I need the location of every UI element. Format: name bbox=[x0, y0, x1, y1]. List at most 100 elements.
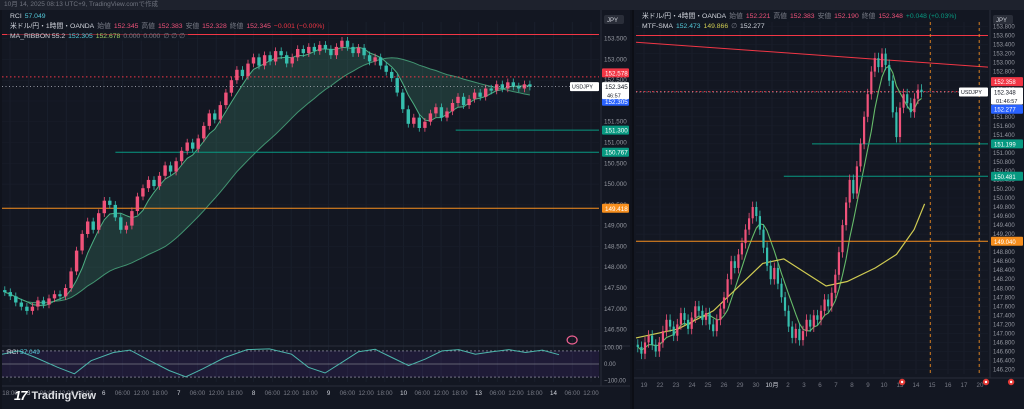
legend-row-mtf-sma[interactable]: MTF-SMA 152.473 149.866 ∅ 152.277 bbox=[639, 22, 768, 31]
high-value: 152.383 bbox=[157, 23, 183, 30]
svg-text:46:57: 46:57 bbox=[607, 94, 621, 100]
svg-text:149.400: 149.400 bbox=[993, 223, 1015, 229]
svg-text:12:00: 12:00 bbox=[58, 390, 74, 397]
legend-4h: 米ドル/円・4時間・OANDA 始値 152.221 高値 152.383 安値 15… bbox=[639, 12, 960, 32]
price-axis-label: 152.578 bbox=[602, 68, 629, 78]
price-axis[interactable]: JPY 146.200 146.400 146.600 146.800 147.000 14… bbox=[959, 10, 1023, 378]
price-axis-label: 149.418 bbox=[602, 203, 629, 213]
svg-text:148.500: 148.500 bbox=[604, 243, 627, 250]
svg-text:149.418: 149.418 bbox=[605, 206, 628, 213]
svg-text:6: 6 bbox=[102, 390, 106, 397]
high-value: 152.383 bbox=[789, 13, 815, 20]
svg-text:18:00: 18:00 bbox=[77, 390, 93, 397]
svg-text:149.000: 149.000 bbox=[604, 223, 627, 230]
svg-text:JPY: JPY bbox=[996, 18, 1007, 24]
svg-text:146.500: 146.500 bbox=[604, 327, 627, 334]
price-axis-label: 152.358 bbox=[991, 77, 1023, 87]
chart-canvas-4h[interactable]: JPY 146.200 146.400 146.600 146.800 147.000 14… bbox=[634, 10, 1024, 409]
svg-text:153.800: 153.800 bbox=[993, 25, 1015, 31]
open-value: 152.345 bbox=[113, 23, 139, 30]
svg-text:25: 25 bbox=[705, 382, 712, 389]
legend-row-symbol[interactable]: 米ドル/円・1時間・OANDA 始値 152.345 高値 152.383 安値 15… bbox=[7, 22, 328, 31]
legend-row-ma-ribbon[interactable]: MA_RIBBON 55.2 152.305 152.678 0.000 0.000 ∅… bbox=[7, 32, 188, 41]
mtf-sma-fast-line bbox=[637, 65, 922, 352]
svg-text:USDJPY: USDJPY bbox=[572, 85, 593, 91]
change-value: +0.048 (+0.03%) bbox=[905, 13, 957, 20]
svg-text:152.305: 152.305 bbox=[605, 99, 628, 106]
svg-text:151.000: 151.000 bbox=[993, 151, 1015, 157]
symbol-title: 米ドル/円・4時間・OANDA bbox=[642, 13, 727, 20]
close-value: 152.348 bbox=[878, 13, 903, 20]
legend-1h: RCI 57.049 米ドル/円・1時間・OANDA 始値 152.345 高値 1… bbox=[7, 12, 328, 42]
svg-text:−100.00: −100.00 bbox=[604, 378, 627, 384]
legend-row-symbol[interactable]: 米ドル/円・4時間・OANDA 始値 152.221 高値 152.383 安値 15… bbox=[639, 12, 960, 21]
chart-panel-1h[interactable]: 100.00 0.00 −100.00 RCI 57.049 JPY 146.500 147… bbox=[2, 10, 630, 409]
svg-text:18:00: 18:00 bbox=[527, 390, 543, 397]
svg-text:147.400: 147.400 bbox=[993, 313, 1015, 319]
svg-text:153.600: 153.600 bbox=[993, 34, 1015, 40]
svg-text:18:00: 18:00 bbox=[152, 390, 168, 397]
svg-text:18:00: 18:00 bbox=[227, 390, 243, 397]
time-axis[interactable]: 18:00 3 06:00 12:00 18:00 6 06:00 12:00 18:00 7 06… bbox=[2, 385, 630, 397]
pink-ellipse-drawing bbox=[566, 335, 578, 345]
svg-text:17: 17 bbox=[961, 382, 968, 389]
svg-text:15: 15 bbox=[929, 382, 936, 389]
svg-text:153.000: 153.000 bbox=[604, 56, 627, 63]
indicator-value: 152.305 bbox=[68, 33, 93, 40]
svg-text:12:00: 12:00 bbox=[208, 390, 224, 397]
indicator-value: ∅ bbox=[731, 23, 738, 30]
svg-text:153.000: 153.000 bbox=[993, 61, 1015, 67]
svg-text:12:00: 12:00 bbox=[433, 390, 449, 397]
svg-text:06:00: 06:00 bbox=[565, 390, 581, 397]
svg-text:10: 10 bbox=[881, 382, 888, 389]
svg-text:06:00: 06:00 bbox=[415, 390, 431, 397]
candles[interactable] bbox=[3, 37, 532, 315]
svg-text:23: 23 bbox=[673, 382, 680, 389]
last-price-label: USDJPY 152.348 01:46:57 bbox=[959, 87, 1023, 105]
svg-text:147.500: 147.500 bbox=[604, 285, 627, 292]
svg-text:152.358: 152.358 bbox=[994, 80, 1016, 86]
price-axis-label: 151.300 bbox=[602, 125, 629, 135]
svg-text:10月: 10月 bbox=[765, 382, 778, 389]
svg-text:147.200: 147.200 bbox=[993, 322, 1015, 328]
svg-text:148.600: 148.600 bbox=[993, 259, 1015, 265]
svg-text:149.800: 149.800 bbox=[993, 205, 1015, 211]
svg-text:29: 29 bbox=[737, 382, 744, 389]
svg-text:8: 8 bbox=[850, 382, 854, 389]
legend-row-rci[interactable]: RCI 57.049 bbox=[7, 12, 49, 21]
snapshot-banner: 10月 14, 2025 08:13 UTC+9, TradingView.co… bbox=[0, 0, 1024, 10]
svg-text:22: 22 bbox=[657, 382, 664, 389]
price-axis-label: 150.481 bbox=[991, 171, 1023, 181]
svg-text:149.600: 149.600 bbox=[993, 214, 1015, 220]
svg-text:152.800: 152.800 bbox=[993, 70, 1015, 76]
tradingview-logo-text: TradingView bbox=[31, 389, 97, 402]
close-value: 152.345 bbox=[246, 23, 271, 30]
svg-text:100.00: 100.00 bbox=[604, 346, 623, 352]
svg-text:148.800: 148.800 bbox=[993, 250, 1015, 256]
chart-panel-4h[interactable]: JPY 146.200 146.400 146.600 146.800 147.000 14… bbox=[632, 10, 1024, 409]
calendar-event-icon[interactable] bbox=[1007, 378, 1015, 386]
time-axis[interactable]: 19 22 23 24 25 26 29 30 10月 2 3 6 7 8 9 10 13 14 15 16 17 20 bbox=[634, 377, 1024, 389]
svg-text:06:00: 06:00 bbox=[265, 390, 281, 397]
svg-text:3: 3 bbox=[802, 382, 806, 389]
price-axis-label: 150.767 bbox=[602, 147, 629, 157]
candles[interactable] bbox=[636, 48, 923, 360]
svg-text:150.400: 150.400 bbox=[993, 178, 1015, 184]
calendar-event-icon[interactable] bbox=[982, 378, 990, 386]
indicator-values: 152.473 149.866 ∅ 152.277 bbox=[676, 22, 765, 31]
svg-text:151.600: 151.600 bbox=[993, 124, 1015, 130]
svg-text:148.000: 148.000 bbox=[993, 286, 1015, 292]
price-axis[interactable]: JPY 146.500 147.000 147.500 148.000 148.500 14… bbox=[570, 10, 629, 386]
rci-pane[interactable]: 100.00 0.00 −100.00 RCI 57.049 bbox=[2, 335, 630, 384]
svg-text:148.400: 148.400 bbox=[993, 268, 1015, 274]
svg-text:3: 3 bbox=[27, 390, 31, 397]
indicator-value: 149.866 bbox=[703, 23, 729, 30]
indicator-name: MTF-SMA bbox=[642, 23, 673, 30]
svg-text:8: 8 bbox=[252, 390, 256, 397]
calendar-event-icon[interactable] bbox=[898, 378, 906, 386]
change-value: −0.001 (−0.00%) bbox=[273, 23, 325, 30]
tradingview-logo[interactable]: 17 TradingView bbox=[14, 388, 96, 403]
grid bbox=[2, 22, 599, 382]
svg-text:JPY: JPY bbox=[607, 18, 618, 24]
